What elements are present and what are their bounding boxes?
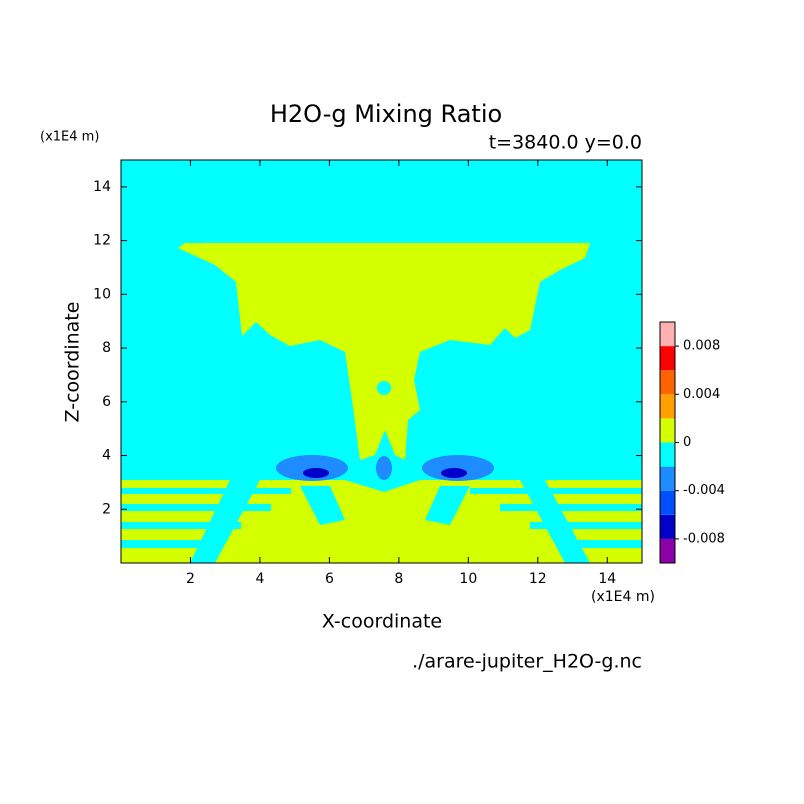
cloud-region bbox=[178, 243, 590, 460]
y-unit: (x1E4 m) bbox=[40, 130, 99, 145]
colorbar-tick-label: 0.008 bbox=[683, 339, 720, 354]
colorbar-segment bbox=[660, 514, 675, 539]
colorbar-segment bbox=[660, 394, 675, 419]
colorbar-segment bbox=[660, 418, 675, 443]
colorbar-segment bbox=[660, 442, 675, 467]
dry-anomaly-core bbox=[303, 468, 329, 478]
y-tick-label: 6 bbox=[102, 394, 111, 410]
x-unit: (x1E4 m) bbox=[591, 589, 655, 605]
colorbar-tick-label: 0.004 bbox=[683, 387, 720, 402]
colorbar-segment bbox=[660, 466, 675, 491]
dry-anomaly bbox=[422, 455, 494, 481]
chart-title: H2O-g Mixing Ratio bbox=[270, 100, 502, 128]
y-tick-label: 8 bbox=[102, 340, 111, 356]
x-axis-label: X-coordinate bbox=[322, 611, 442, 633]
y-tick-label: 2 bbox=[102, 501, 111, 517]
y-tick-label: 10 bbox=[93, 286, 111, 302]
colorbar-tick-label: -0.008 bbox=[683, 531, 725, 546]
x-tick-label: 8 bbox=[394, 571, 403, 587]
y-tick-label: 14 bbox=[93, 179, 111, 195]
colorbar-segment bbox=[660, 322, 675, 347]
colorbar-segment bbox=[660, 346, 675, 371]
dry-anomaly-core bbox=[441, 468, 467, 478]
x-tick-label: 12 bbox=[529, 571, 547, 587]
y-tick-label: 4 bbox=[102, 448, 111, 464]
colorbar-tick-label: 0 bbox=[683, 435, 691, 450]
colorbar-segment bbox=[660, 538, 675, 563]
cloud-hole bbox=[377, 381, 391, 395]
chart-subtitle: t=3840.0 y=0.0 bbox=[489, 132, 642, 154]
x-tick-label: 6 bbox=[325, 571, 334, 587]
y-axis-label: Z-coordinate bbox=[62, 302, 84, 423]
dry-anomaly bbox=[376, 456, 392, 480]
x-tick-label: 14 bbox=[598, 571, 616, 587]
plot-frame bbox=[120, 159, 643, 564]
dry-anomaly bbox=[276, 455, 348, 481]
lower-stripes bbox=[121, 480, 642, 563]
contour-field bbox=[121, 160, 642, 563]
colorbar-segment bbox=[660, 490, 675, 515]
y-tick-label: 12 bbox=[93, 233, 111, 249]
colorbar-tick-label: -0.004 bbox=[683, 483, 725, 498]
x-tick-label: 10 bbox=[459, 571, 477, 587]
colorbar-segment bbox=[660, 370, 675, 395]
x-tick-label: 4 bbox=[255, 571, 264, 587]
footnote: ./arare-jupiter_H2O-g.nc bbox=[412, 651, 642, 673]
x-tick-label: 2 bbox=[186, 571, 195, 587]
